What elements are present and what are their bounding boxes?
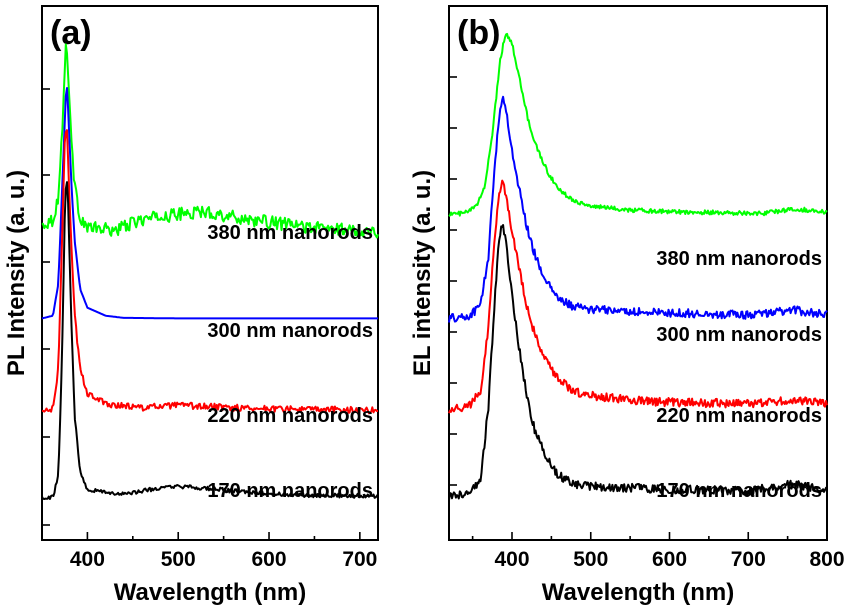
panel-b-label: (b) — [457, 14, 500, 52]
panel-b-y-axis-label: EL intensity (a. u.) — [409, 170, 436, 376]
panel-b: (b) 400 500 600 700 800 380 nm nanorods 300 … — [409, 5, 845, 606]
panel-b-series-220nm — [448, 179, 828, 414]
panel-b-x-tick-label-400: 400 — [494, 548, 529, 571]
panel-a: (a) 400 500 600 700 380 nm nanorods 300 nm … — [3, 5, 379, 606]
panel-b-series-label-220nm: 220 nm nanorods — [656, 405, 822, 427]
panel-b-series-label-380nm: 380 nm nanorods — [656, 248, 822, 270]
panel-a-series-380nm — [41, 43, 379, 239]
panel-a-ticks — [41, 88, 361, 540]
panel-b-plot-frame — [448, 5, 828, 541]
panel-a-series-300nm — [41, 87, 378, 320]
panel-a-plot-frame — [41, 5, 379, 541]
panel-a-series-label-380nm: 380 nm nanorods — [207, 222, 373, 244]
panel-b-x-axis-label: Wavelength (nm) — [542, 579, 734, 606]
panel-b-series-170nm — [448, 224, 828, 501]
panel-b-series — [448, 32, 828, 501]
panel-b-x-tick-label-600: 600 — [652, 548, 687, 571]
panel-b-x-tick-label-700: 700 — [731, 548, 766, 571]
panel-a-series-label-220nm: 220 nm nanorods — [207, 405, 373, 427]
panel-b-x-tick-labels: 400 500 600 700 800 — [494, 548, 844, 571]
panel-b-x-tick-label-800: 800 — [809, 548, 844, 571]
panel-b-series-380nm — [448, 32, 828, 218]
panel-a-series-170nm — [41, 181, 379, 500]
panel-a-series-220nm — [42, 129, 378, 415]
panel-b-series-300nm — [448, 95, 828, 323]
panel-a-series-label-300nm: 300 nm nanorods — [207, 320, 373, 342]
panel-a-x-axis-label: Wavelength (nm) — [114, 579, 306, 606]
panel-a-x-tick-label-700: 700 — [342, 548, 377, 571]
panel-a-x-tick-labels: 400 500 600 700 — [70, 548, 377, 571]
panel-b-x-tick-label-500: 500 — [573, 548, 608, 571]
panel-a-x-tick-label-500: 500 — [161, 548, 196, 571]
panel-b-series-label-300nm: 300 nm nanorods — [656, 324, 822, 346]
panel-a-x-tick-label-600: 600 — [252, 548, 287, 571]
panel-b-ticks — [449, 76, 828, 540]
panel-a-series — [41, 43, 379, 500]
panel-a-series-label-170nm: 170 nm nanorods — [207, 480, 373, 502]
panel-a-label: (a) — [50, 14, 92, 52]
panel-a-x-tick-label-400: 400 — [70, 548, 105, 571]
panel-b-series-label-170nm: 170 nm nanorods — [656, 480, 822, 502]
panel-a-y-axis-label: PL Intensity (a. u.) — [3, 170, 30, 376]
